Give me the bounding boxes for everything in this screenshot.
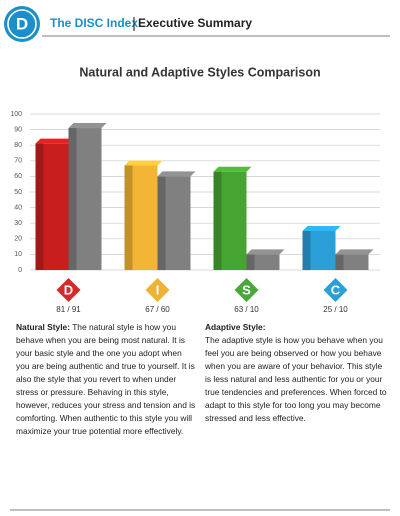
section-heading: Adaptive Style: (205, 322, 266, 332)
score-label: 63 / 10 (234, 305, 259, 314)
bar-top (35, 138, 74, 144)
section-body: The natural style is how you behave when… (16, 322, 196, 436)
y-tick-label: 90 (14, 126, 22, 133)
logo-letter: D (16, 14, 28, 33)
chart-title: Natural and Adaptive Styles Comparison (79, 65, 320, 79)
natural-section: Natural Style: The natural style is how … (16, 321, 196, 438)
y-tick-label: 60 (14, 173, 22, 180)
doc-title: The DISC Index (50, 16, 138, 30)
y-tick-label: 40 (14, 204, 22, 211)
section-heading: Natural Style: (16, 322, 70, 332)
y-tick-label: 30 (14, 220, 22, 227)
bar-top (68, 123, 107, 129)
score-label: 67 / 60 (145, 305, 170, 314)
bar-shade (68, 128, 77, 270)
bar-shade (213, 171, 222, 270)
bar-top (124, 160, 163, 166)
score-label: 25 / 10 (323, 305, 348, 314)
bar (335, 254, 369, 270)
score-label: 81 / 91 (56, 305, 81, 314)
section-body: The adaptive style is how you behave whe… (205, 335, 387, 423)
y-tick-label: 20 (14, 236, 22, 243)
bar-top (157, 171, 196, 177)
y-tick-label: 70 (14, 158, 22, 165)
y-tick-label: 10 (14, 251, 22, 258)
y-tick-label: 100 (10, 111, 22, 118)
bar-shade (335, 254, 344, 270)
y-tick-label: 50 (14, 189, 22, 196)
category-label: C (331, 282, 341, 297)
category-label: S (242, 282, 251, 297)
y-tick-label: 80 (14, 142, 22, 149)
bar-top (335, 249, 374, 255)
category-label: I (156, 282, 160, 297)
bar-shade (35, 143, 44, 270)
bar (246, 254, 280, 270)
bar-shade (246, 254, 255, 270)
bar-shade (124, 165, 133, 270)
bar-top (213, 166, 252, 172)
doc-subtitle: Executive Summary (138, 16, 252, 30)
category-icon (56, 278, 81, 302)
bar-top (302, 226, 341, 231)
category-icon (145, 278, 170, 302)
logo-ring (7, 9, 37, 39)
bar-shade (302, 231, 311, 270)
y-tick-label: 0 (18, 267, 22, 274)
adaptive-section: Adaptive Style: The adaptive style is how… (205, 321, 388, 425)
category-label: D (64, 282, 73, 297)
bar-top (246, 249, 285, 255)
category-icon (323, 278, 348, 302)
bar-shade (157, 176, 166, 270)
category-icon (234, 278, 259, 302)
logo (4, 6, 40, 42)
